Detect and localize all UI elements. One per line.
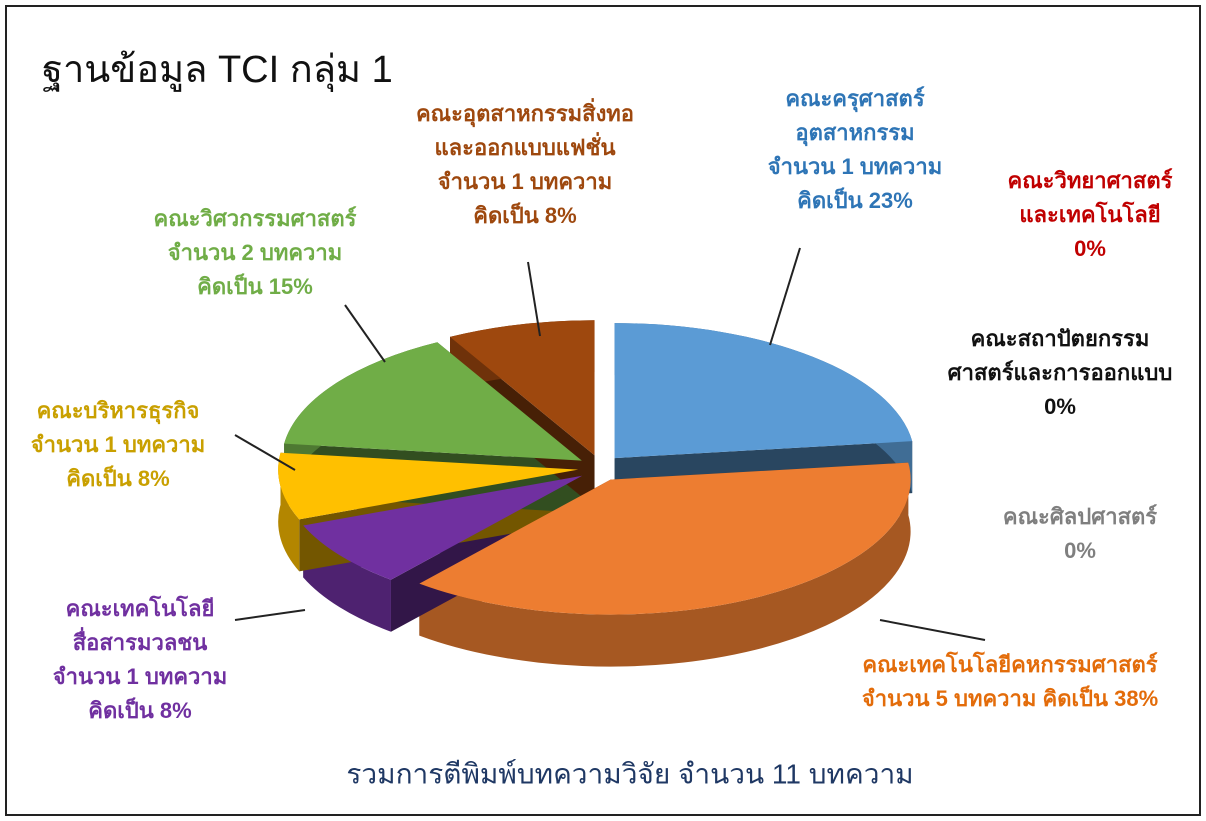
- data-label: คิดเป็น 15%: [197, 272, 313, 299]
- leader-line: [234, 609, 306, 621]
- slice-label: คณะวิทยาศาสตร์: [1008, 168, 1173, 193]
- slice-label: อุตสาหกรรม: [795, 120, 914, 147]
- slice-label: คณะเทคโนโลยี: [66, 595, 215, 621]
- leader-line: [769, 247, 801, 346]
- slice-label: จำนวน 1 บทความ: [31, 432, 206, 457]
- slice-label: จำนวน 1 บทความ: [438, 169, 613, 194]
- slice-side: [419, 462, 911, 667]
- data-label: คิดเป็น 8%: [473, 201, 576, 228]
- chart-footer: รวมการตีพิมพ์บทความวิจัย จำนวน 11 บทความ: [346, 758, 913, 789]
- slice-label: คณะวิศวกรรมศาสตร์: [154, 206, 357, 231]
- leader-line: [879, 619, 986, 641]
- slice-side: [278, 452, 300, 572]
- slice-label: คณะครุศาสตร์: [785, 86, 925, 113]
- slice: [284, 342, 582, 461]
- slice-label: และเทคโนโลยี: [1019, 201, 1160, 227]
- slice: [450, 320, 595, 456]
- slice-label: ศาสตร์และการออกแบบ: [948, 360, 1173, 385]
- frame: [5, 5, 1201, 816]
- slice: [614, 323, 913, 459]
- slice-tops: [278, 320, 913, 615]
- slice-label: คณะสถาปัตยกรรม: [971, 326, 1150, 351]
- slice-label: จำนวน 1 บทความ: [53, 664, 228, 689]
- slice: [303, 475, 583, 580]
- leader-line: [527, 261, 541, 337]
- data-label: คิดเป็น 8%: [66, 464, 169, 491]
- slice-label: คณะอุตสาหกรรมสิ่งทอ: [416, 97, 634, 128]
- data-label: 0%: [1064, 538, 1096, 563]
- data-label: จำนวน 5 บทความ คิดเป็น 38%: [862, 684, 1158, 711]
- leader-line: [234, 434, 296, 471]
- slice: [278, 452, 579, 520]
- slice-label: คณะเทคโนโลยีคหกรรมศาสตร์: [862, 651, 1157, 677]
- leader-line: [344, 304, 386, 363]
- data-label: คิดเป็น 8%: [88, 696, 191, 723]
- slice-label: คณะบริหารธุรกิจ: [37, 398, 200, 425]
- slice-label: และออกแบบแฟชั่น: [434, 131, 615, 160]
- data-label: 0%: [1074, 236, 1106, 261]
- data-label: 0%: [1044, 394, 1076, 419]
- chart-title: ฐานข้อมูล TCI กลุ่ม 1: [42, 49, 393, 92]
- slice-label: คณะศิลปศาสตร์: [1003, 504, 1157, 529]
- slice-label: สื่อสารมวลชน: [73, 626, 208, 655]
- slice-label: จำนวน 1 บทความ: [768, 154, 943, 179]
- slice: [419, 462, 911, 615]
- slice-label: จำนวน 2 บทความ: [168, 240, 343, 265]
- data-label: คิดเป็น 23%: [797, 186, 913, 213]
